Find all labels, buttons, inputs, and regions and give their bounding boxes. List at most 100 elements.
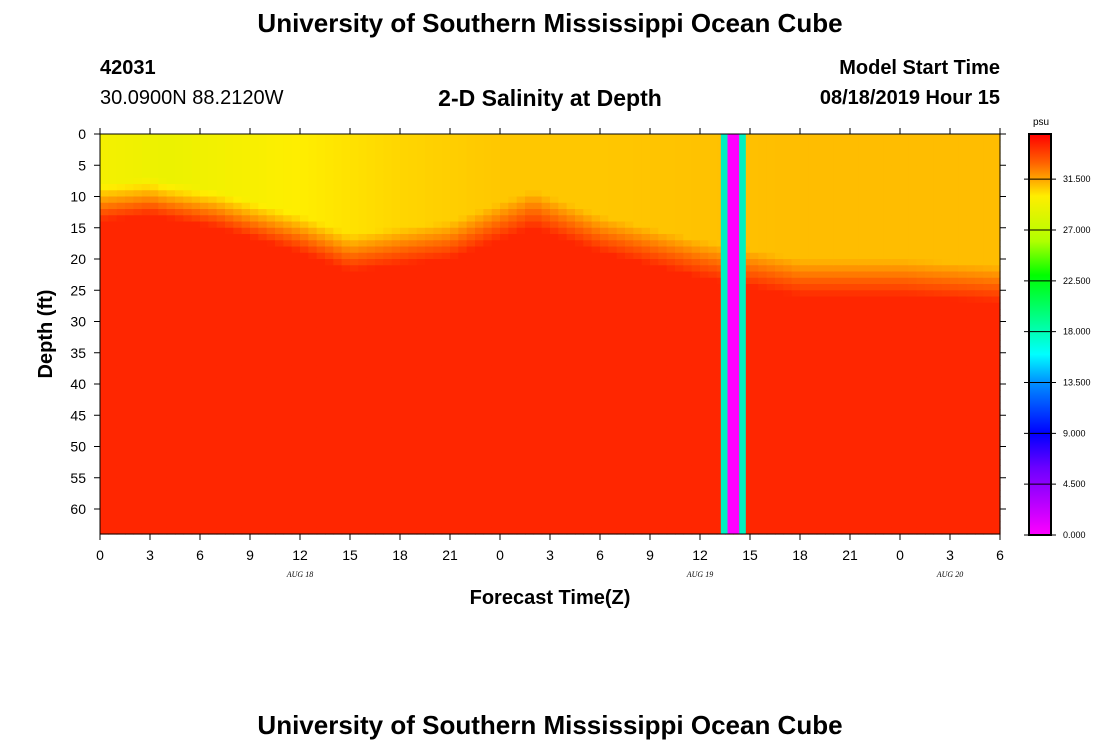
heatmap-cell xyxy=(708,465,718,473)
heatmap-cell xyxy=(225,527,234,535)
heatmap-cell xyxy=(108,146,118,154)
heatmap-cell xyxy=(708,321,718,329)
heatmap-cell xyxy=(325,434,334,441)
heatmap-cell xyxy=(550,134,559,141)
heatmap-cell xyxy=(633,440,643,448)
heatmap-cell xyxy=(225,246,234,254)
heatmap-cell xyxy=(175,315,184,323)
heatmap-cell xyxy=(550,334,559,341)
heatmap-cell xyxy=(683,265,693,273)
heatmap-cell xyxy=(683,140,693,148)
heatmap-cell xyxy=(391,377,401,385)
heatmap-cell xyxy=(700,246,709,254)
heatmap-cell xyxy=(475,302,484,310)
heatmap-cell xyxy=(633,234,643,241)
heatmap-cell xyxy=(200,271,209,279)
heatmap-cell xyxy=(583,321,593,329)
heatmap-cell xyxy=(358,240,368,248)
heatmap-cell xyxy=(300,296,309,304)
heatmap-cell xyxy=(225,321,234,329)
heatmap-cell xyxy=(216,465,226,473)
heatmap-cell xyxy=(683,421,693,429)
heatmap-cell xyxy=(583,377,593,385)
heatmap-cell xyxy=(508,402,518,410)
heatmap-cell xyxy=(183,496,193,504)
heatmap-cell xyxy=(466,471,476,479)
heatmap-cell xyxy=(333,196,343,204)
heatmap-cell xyxy=(333,277,343,285)
heatmap-cell xyxy=(233,371,243,379)
heatmap-cell xyxy=(166,490,176,498)
heatmap-cell xyxy=(191,290,201,298)
heatmap-cell xyxy=(141,396,151,404)
heatmap-cell xyxy=(191,152,201,160)
heatmap-cell xyxy=(100,371,109,379)
heatmap-cell xyxy=(466,352,476,360)
heatmap-cell xyxy=(433,409,443,416)
heatmap-cell xyxy=(500,196,509,204)
heatmap-cell xyxy=(333,190,343,198)
heatmap-cell xyxy=(666,165,676,173)
heatmap-cell xyxy=(658,234,668,241)
heatmap-cell xyxy=(391,527,401,535)
heatmap-cell xyxy=(266,384,276,391)
heatmap-cell xyxy=(708,271,718,279)
heatmap-cell xyxy=(150,371,159,379)
heatmap-cell xyxy=(641,409,651,416)
heatmap-cell xyxy=(541,215,551,223)
heatmap-cell xyxy=(500,227,509,235)
heatmap-cell xyxy=(291,377,301,385)
heatmap-cell xyxy=(108,202,118,210)
heatmap-cell xyxy=(325,509,334,516)
heatmap-cell xyxy=(141,377,151,385)
heatmap-cell xyxy=(325,177,334,185)
heatmap-cell xyxy=(633,502,643,510)
heatmap-cell xyxy=(191,277,201,285)
heatmap-cell xyxy=(458,152,468,160)
heatmap-cell xyxy=(650,284,659,291)
heatmap-cell xyxy=(150,202,159,210)
heatmap-cell xyxy=(125,315,134,323)
heatmap-cell xyxy=(700,221,709,229)
heatmap-cell xyxy=(475,490,484,498)
heatmap-cell xyxy=(691,277,701,285)
heatmap-cell xyxy=(666,502,676,510)
heatmap-cell xyxy=(225,452,234,460)
heatmap-cell xyxy=(366,446,376,454)
heatmap-cell xyxy=(566,177,576,185)
heatmap-cell xyxy=(683,465,693,473)
heatmap-cell xyxy=(325,240,334,248)
heatmap-cell xyxy=(233,165,243,173)
heatmap-cell xyxy=(741,302,751,310)
heatmap-cell xyxy=(691,365,701,373)
heatmap-cell xyxy=(183,190,193,198)
heatmap-cell xyxy=(150,134,159,141)
heatmap-cell xyxy=(458,296,468,304)
heatmap-cell xyxy=(558,484,568,491)
heatmap-cell xyxy=(233,140,243,148)
heatmap-cell xyxy=(575,277,584,285)
heatmap-cell xyxy=(233,352,243,360)
heatmap-cell xyxy=(458,177,468,185)
heatmap-cell xyxy=(475,271,484,279)
heatmap-cell xyxy=(375,509,384,516)
heatmap-cell xyxy=(200,246,209,254)
heatmap-cell xyxy=(358,221,368,229)
heatmap-cell xyxy=(216,309,226,316)
heatmap-cell xyxy=(266,240,276,248)
heatmap-cell xyxy=(358,246,368,254)
heatmap-cell xyxy=(183,327,193,335)
heatmap-cell xyxy=(483,352,493,360)
heatmap-cell xyxy=(100,284,109,291)
heatmap-cell xyxy=(133,134,143,141)
heatmap-cell xyxy=(391,246,401,254)
heatmap-cell xyxy=(491,340,501,348)
heatmap-cell xyxy=(475,290,484,298)
heatmap-cell xyxy=(300,502,309,510)
heatmap-cell xyxy=(691,471,701,479)
heatmap-cell xyxy=(258,221,268,229)
heatmap-cell xyxy=(133,365,143,373)
heatmap-cell xyxy=(175,352,184,360)
heatmap-cell xyxy=(258,396,268,404)
heatmap-cell xyxy=(258,227,268,235)
